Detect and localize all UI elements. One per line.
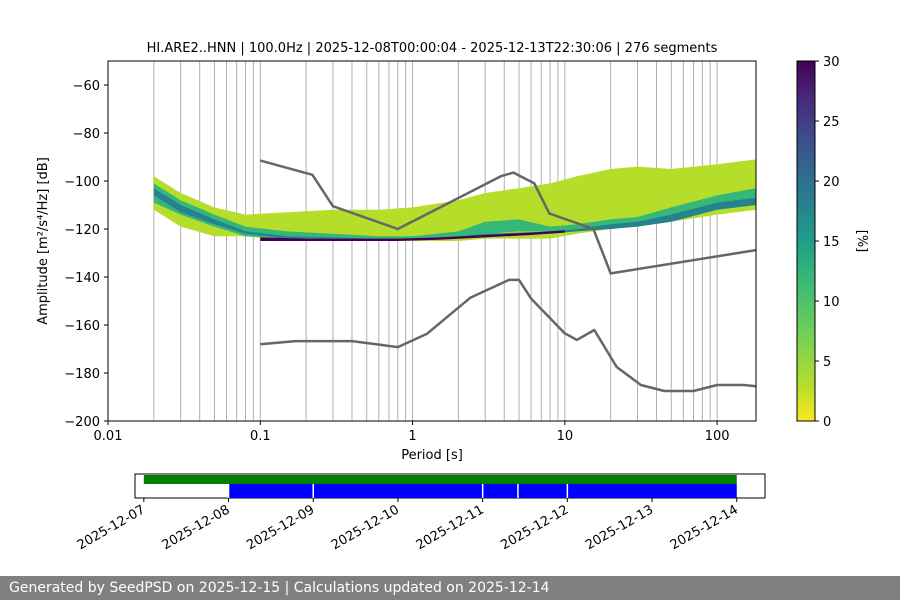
timeline-ticks: 2025-12-07 2025-12-08 2025-12-09 2025-12-10… — [75, 498, 741, 553]
y-tick-label: −60 — [73, 79, 100, 94]
timeline-tick-label: 2025-12-07 — [75, 502, 148, 553]
timeline-segment-bar — [567, 484, 737, 498]
colorbar-tick-label: 25 — [823, 115, 840, 130]
psd-density-band — [153, 183, 756, 239]
x-axis-label: Period [s] — [401, 448, 463, 463]
timeline-segment-bar — [313, 484, 483, 498]
psd-figure: HI.ARE2..HNN | 100.0Hz | 2025-12-08T00:0… — [36, 41, 869, 553]
x-tick-label: 0.1 — [250, 429, 271, 444]
colorbar-tick-label: 30 — [823, 55, 840, 70]
colorbar-tick-label: 20 — [823, 175, 840, 190]
colorbar: 0 5 10 15 20 25 30 [%] — [796, 55, 869, 430]
chart-title: HI.ARE2..HNN | 100.0Hz | 2025-12-08T00:0… — [147, 41, 718, 56]
timeline-segment-bar — [228, 484, 314, 498]
timeline-tick-label: 2025-12-14 — [668, 502, 741, 553]
colorbar-tick-label: 0 — [823, 415, 831, 430]
timeline-tick-label: 2025-12-08 — [160, 502, 233, 553]
y-tick-label: −200 — [64, 415, 100, 430]
x-axis-ticks: 0.01 0.1 1 10 100 — [94, 421, 730, 444]
y-tick-label: −100 — [64, 175, 100, 190]
plot-area: 0.01 0.1 1 10 100 −60 −80 −100 −120 −140 −160 −180… — [64, 60, 757, 444]
y-tick-label: −140 — [64, 271, 100, 286]
colorbar-tick-label: 15 — [823, 235, 840, 250]
y-tick-label: −160 — [64, 319, 100, 334]
colorbar-tick-label: 5 — [823, 355, 831, 370]
timeline-tick-label: 2025-12-13 — [583, 502, 656, 553]
x-tick-label: 0.01 — [94, 429, 123, 444]
timeline: 2025-12-07 2025-12-08 2025-12-09 2025-12-10… — [75, 473, 766, 553]
y-axis-ticks: −60 −80 −100 −120 −140 −160 −180 −200 — [64, 79, 108, 430]
noise-models — [259, 159, 756, 393]
colorbar-ticks: 0 5 10 15 20 25 30 — [815, 55, 840, 430]
timeline-tick-label: 2025-12-09 — [244, 502, 317, 553]
psd-density-band — [260, 230, 565, 241]
y-tick-label: −80 — [73, 127, 100, 142]
colorbar-gradient — [796, 60, 816, 422]
timeline-data-availability-bar — [143, 475, 737, 484]
y-tick-label: −120 — [64, 223, 100, 238]
timeline-tick-label: 2025-12-10 — [329, 502, 402, 553]
timeline-bars — [143, 475, 737, 498]
psd-density — [153, 159, 756, 241]
colorbar-tick-label: 10 — [823, 295, 840, 310]
footer-text: Generated by SeedPSD on 2025-12-15 | Cal… — [0, 576, 900, 600]
timeline-segment-bar — [482, 484, 518, 498]
noise-model-high — [259, 159, 756, 275]
colorbar-label: [%] — [854, 230, 869, 253]
x-tick-label: 100 — [705, 429, 730, 444]
plot-frame — [107, 60, 757, 422]
y-axis-label: Amplitude [m²/s⁴/Hz] [dB] — [36, 157, 51, 325]
x-tick-label: 1 — [408, 429, 416, 444]
timeline-segment-bar — [517, 484, 568, 498]
noise-model-low — [260, 278, 756, 393]
timeline-tick-label: 2025-12-12 — [498, 502, 571, 553]
timeline-tick-label: 2025-12-11 — [414, 502, 487, 553]
x-tick-label: 10 — [557, 429, 574, 444]
psd-density-band — [153, 188, 756, 240]
y-tick-label: −180 — [64, 367, 100, 382]
